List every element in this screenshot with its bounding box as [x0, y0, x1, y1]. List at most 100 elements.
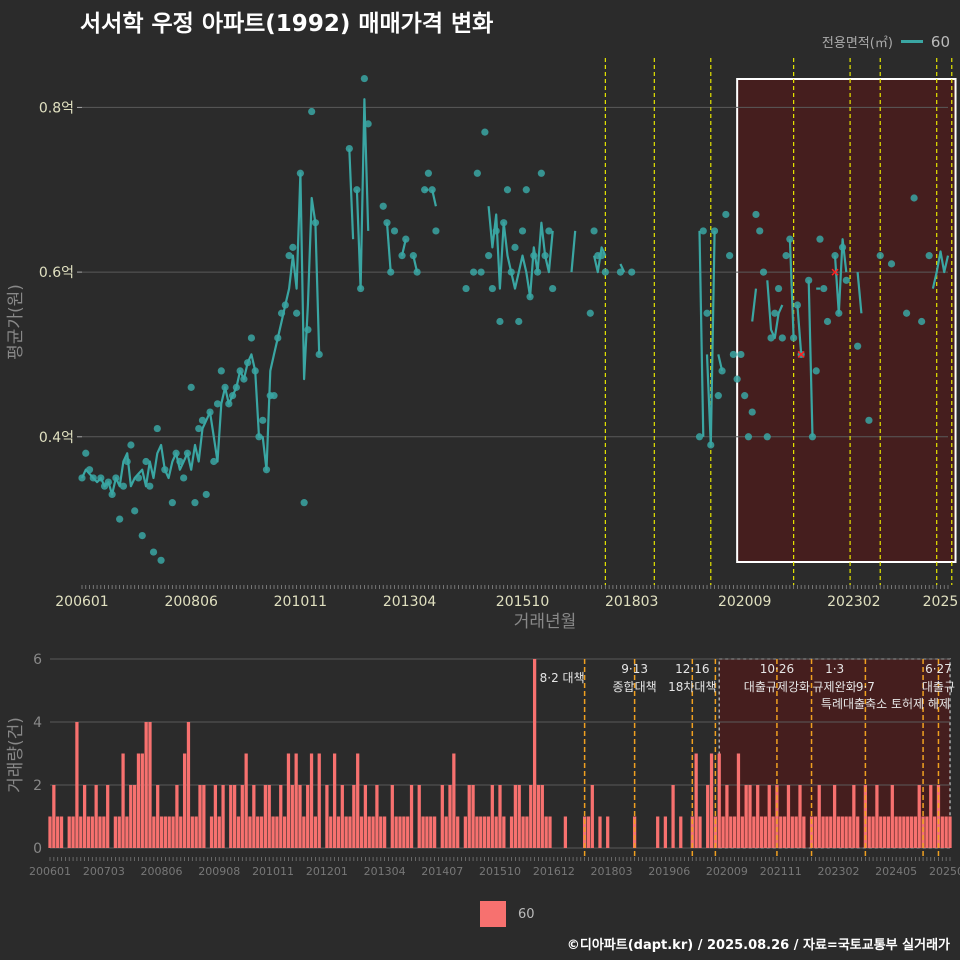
volume-bar [463, 816, 468, 848]
price-point [887, 260, 896, 268]
price-point [198, 416, 207, 424]
price-point [756, 227, 764, 235]
volume-bar [267, 785, 271, 848]
volume-bar [917, 785, 921, 848]
price-point [748, 408, 756, 416]
volume-bar [790, 816, 794, 848]
volume-bar [817, 785, 821, 848]
volume-bar [252, 785, 256, 848]
volume-bar [482, 816, 487, 848]
x-tick-label: 200601 [55, 594, 108, 610]
price-point [729, 350, 737, 359]
price-point [695, 433, 704, 441]
volume-bar [852, 785, 856, 848]
volume-bar [421, 816, 425, 848]
legend-title: 전용면적(㎡) [821, 36, 893, 51]
price-point [805, 276, 813, 284]
volume-bar [263, 785, 268, 848]
volume-bar [925, 816, 929, 848]
price-point [820, 284, 828, 293]
volume-bar [340, 785, 344, 848]
price-line-segment [348, 148, 355, 240]
volume-bar [867, 816, 871, 848]
volume-bar [375, 785, 379, 848]
volume-bar [856, 816, 860, 848]
volume-bar [836, 816, 841, 848]
volume-bar [832, 785, 837, 848]
volume-bar [325, 785, 329, 848]
price-point [82, 449, 90, 457]
price-point [699, 227, 707, 235]
price-point [353, 186, 361, 194]
price-point [119, 482, 128, 490]
price-point [511, 243, 519, 251]
volume-bar [144, 722, 148, 848]
price-point [379, 202, 387, 210]
volume-bar [394, 816, 398, 848]
volume-bar [771, 816, 775, 848]
volume-bar [236, 816, 241, 848]
volume-bar [875, 785, 879, 848]
volume-bar [406, 816, 410, 848]
price-point [752, 210, 760, 219]
price-point [127, 441, 135, 449]
volume-bar [582, 816, 587, 848]
price-point [232, 383, 240, 391]
volume-x-tick-label: 202302 [817, 865, 859, 878]
volume-bar [132, 785, 137, 848]
price-point [428, 186, 436, 194]
volume-bar [363, 785, 368, 848]
price-point [409, 252, 417, 260]
price-point [778, 334, 786, 342]
volume-bar [513, 785, 518, 848]
volume-bar [179, 816, 183, 848]
volume-bar [767, 785, 771, 848]
price-point [221, 383, 229, 391]
volume-x-tick-label: 201201 [306, 865, 348, 878]
price-point [925, 252, 933, 260]
volume-bar [548, 816, 552, 848]
volume-bar [232, 785, 237, 848]
price-point [277, 309, 286, 317]
volume-bar [779, 816, 783, 848]
policy-label: 1·3 [825, 662, 844, 676]
volume-bar [194, 816, 198, 848]
price-line-segment [788, 239, 795, 339]
legend-area: 전용면적(㎡) 60 [821, 32, 950, 52]
price-point [586, 309, 594, 317]
volume-bar [59, 816, 64, 848]
price-point [526, 293, 534, 301]
price-point [251, 367, 259, 375]
price-point [549, 284, 557, 293]
volume-bar [894, 816, 898, 848]
price-point [823, 317, 832, 326]
price-point [304, 326, 312, 334]
volume-bar [359, 816, 364, 848]
price-line-segment [833, 238, 848, 315]
volume-bar [313, 816, 318, 848]
price-point [865, 416, 873, 424]
volume-bar [590, 785, 594, 848]
volume-x-tick-label: 200806 [141, 865, 183, 878]
volume-bar [306, 785, 310, 848]
price-chart: 0.4억 0.6억 0.8억 200601 200806 201011 201304 2015… [6, 58, 958, 632]
price-point [85, 466, 94, 474]
policy-sublabel: 대출규제강화 [744, 680, 810, 694]
volume-bar [840, 816, 844, 848]
volume-bar [740, 816, 744, 848]
price-point [628, 268, 636, 276]
volume-bar [432, 816, 437, 848]
price-point [710, 227, 719, 235]
price-marker [831, 268, 839, 276]
price-line-segment [385, 222, 392, 273]
volume-x-tick-label: 200601 [29, 865, 71, 878]
price-point [424, 169, 432, 177]
volume-bar [936, 785, 941, 848]
volume-y-tick-label: 6 [33, 652, 42, 668]
price-point [240, 375, 248, 383]
price-point [718, 367, 726, 375]
price-point [767, 334, 775, 342]
price-point [390, 227, 399, 235]
volume-bar [71, 816, 75, 848]
